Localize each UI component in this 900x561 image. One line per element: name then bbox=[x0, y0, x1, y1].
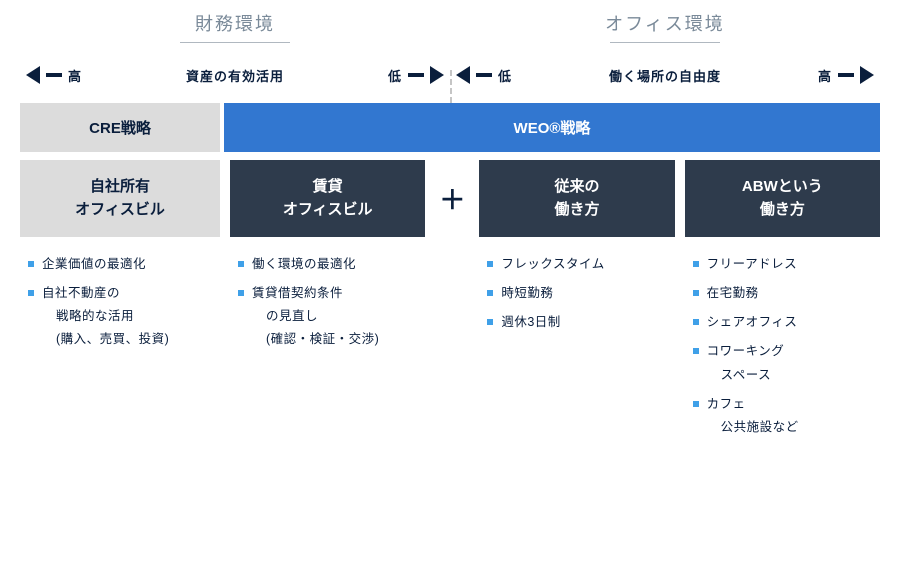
left-axis-left-label: 高 bbox=[68, 66, 82, 85]
bullets-abw: フリーアドレス在宅勤務シェアオフィスコワーキングスペースカフェ公共施設など bbox=[685, 253, 880, 445]
bullet-subline: の見直し bbox=[252, 305, 425, 328]
diagram-root: 財務環境 高 資産の有効活用 低 オフィス環境 低 働く場所 bbox=[20, 10, 880, 103]
arrow-stem bbox=[838, 73, 854, 77]
right-panel: オフィス環境 低 働く場所の自由度 高 bbox=[450, 10, 880, 103]
arrow-left-high: 高 bbox=[26, 66, 82, 85]
card-conv-line1: 従来の bbox=[555, 178, 600, 195]
card-rent-office: 賃貸 オフィスビル bbox=[230, 160, 425, 237]
card-rent-line1: 賃貸 bbox=[313, 178, 343, 195]
bullet-item: フリーアドレス bbox=[693, 253, 880, 276]
arrow-left-low: 低 bbox=[456, 66, 512, 85]
bullet-item: 企業価値の最適化 bbox=[28, 253, 220, 276]
bullet-item: 働く環境の最適化 bbox=[238, 253, 425, 276]
bullets-conventional: フレックスタイム時短勤務週休3日制 bbox=[479, 253, 674, 445]
bullet-item: カフェ公共施設など bbox=[693, 393, 880, 439]
right-axis-left-label: 低 bbox=[498, 66, 512, 85]
card-abw-work: ABWという 働き方 bbox=[685, 160, 880, 237]
left-title-underline bbox=[180, 42, 290, 43]
cards-row: 自社所有 オフィスビル 賃貸 オフィスビル ＋ 従来の 働き方 ABWという 働… bbox=[20, 160, 880, 237]
bullet-subline: 戦略的な活用 bbox=[42, 305, 220, 328]
spacer bbox=[435, 253, 469, 445]
card-own-office: 自社所有 オフィスビル bbox=[20, 160, 220, 237]
left-axis-right-label: 低 bbox=[388, 66, 402, 85]
arrow-left-icon bbox=[456, 66, 470, 84]
bullet-subline: 公共施設など bbox=[707, 416, 880, 439]
bullet-item: 在宅勤務 bbox=[693, 282, 880, 305]
left-axis-center: 資産の有効活用 bbox=[186, 66, 284, 85]
bullets-own: 企業価値の最適化自社不動産の戦略的な活用(購入、売買、投資) bbox=[20, 253, 220, 445]
bullet-item: シェアオフィス bbox=[693, 311, 880, 334]
weo-strategy-box: WEO®戦略 bbox=[224, 103, 880, 152]
bullets-rent: 働く環境の最適化賃貸借契約条件の見直し(確認・検証・交渉) bbox=[230, 253, 425, 445]
card-conventional-work: 従来の 働き方 bbox=[479, 160, 674, 237]
arrow-right-low: 低 bbox=[388, 66, 444, 85]
card-abw-line1: ABWという bbox=[742, 178, 823, 195]
card-own-line1: 自社所有 bbox=[90, 178, 150, 195]
card-abw-line2: 働き方 bbox=[760, 201, 805, 218]
left-axis: 高 資産の有効活用 低 bbox=[20, 61, 450, 89]
right-title: オフィス環境 bbox=[450, 10, 880, 42]
right-axis-center: 働く場所の自由度 bbox=[609, 66, 721, 85]
arrow-stem bbox=[408, 73, 424, 77]
center-divider bbox=[450, 70, 452, 103]
arrow-stem bbox=[46, 73, 62, 77]
right-title-underline bbox=[610, 42, 720, 43]
bullet-item: 週休3日制 bbox=[487, 311, 674, 334]
bullet-item: フレックスタイム bbox=[487, 253, 674, 276]
card-rent-line2: オフィスビル bbox=[283, 201, 373, 218]
bullets-row: 企業価値の最適化自社不動産の戦略的な活用(購入、売買、投資) 働く環境の最適化賃… bbox=[20, 253, 880, 445]
arrow-right-high: 高 bbox=[818, 66, 874, 85]
plus-icon: ＋ bbox=[435, 180, 469, 217]
bullet-subline: (購入、売買、投資) bbox=[42, 328, 220, 351]
right-axis-right-label: 高 bbox=[818, 66, 832, 85]
bullet-item: 自社不動産の戦略的な活用(購入、売買、投資) bbox=[28, 282, 220, 351]
bullet-item: コワーキングスペース bbox=[693, 340, 880, 386]
right-axis: 低 働く場所の自由度 高 bbox=[450, 61, 880, 89]
card-own-line2: オフィスビル bbox=[75, 201, 165, 218]
bullet-subline: スペース bbox=[707, 364, 880, 387]
arrow-right-icon bbox=[860, 66, 874, 84]
cre-strategy-box: CRE戦略 bbox=[20, 103, 220, 152]
card-conv-line2: 働き方 bbox=[555, 201, 600, 218]
arrow-right-icon bbox=[430, 66, 444, 84]
arrow-left-icon bbox=[26, 66, 40, 84]
bullet-item: 賃貸借契約条件の見直し(確認・検証・交渉) bbox=[238, 282, 425, 351]
bullet-subline: (確認・検証・交渉) bbox=[252, 328, 425, 351]
left-panel: 財務環境 高 資産の有効活用 低 bbox=[20, 10, 450, 103]
strategy-row: CRE戦略 WEO®戦略 bbox=[20, 103, 880, 152]
arrow-stem bbox=[476, 73, 492, 77]
left-title: 財務環境 bbox=[20, 10, 450, 42]
bullet-item: 時短勤務 bbox=[487, 282, 674, 305]
